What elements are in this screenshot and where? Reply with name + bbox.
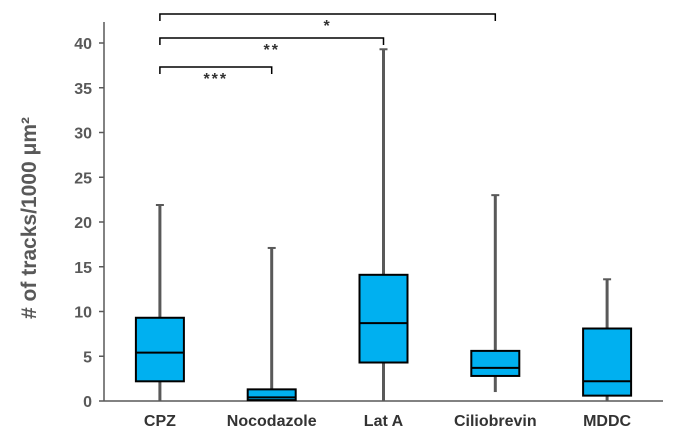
- y-tick-label: 35: [74, 81, 92, 98]
- category-labels: CPZ Nocodazole Lat A Ciliobrevin MDDC: [144, 413, 632, 430]
- iqr-box: [246, 388, 297, 402]
- significance-label: ***: [203, 71, 228, 88]
- category-label: MDDC: [583, 413, 631, 430]
- y-tick-label: 30: [74, 126, 92, 143]
- significance-bracket: **: [159, 37, 385, 59]
- y-tick-label: 10: [74, 305, 92, 322]
- boxes: [134, 48, 633, 402]
- iqr-box: [134, 316, 185, 383]
- category-label: Ciliobrevin: [454, 413, 537, 430]
- y-tick-label: 40: [74, 36, 92, 53]
- bracket-line: [159, 66, 273, 74]
- box-ciliobrevin: [470, 194, 521, 393]
- y-tick-label: 5: [83, 349, 92, 366]
- iqr-box: [582, 327, 633, 397]
- y-axis-title: # of tracks/1000 μm²: [18, 117, 41, 319]
- bracket-line: [159, 13, 497, 21]
- category-label: Nocodazole: [227, 413, 317, 430]
- category-label: CPZ: [144, 413, 176, 430]
- y-tick-label: 25: [74, 170, 92, 187]
- category-label: Lat A: [364, 413, 404, 430]
- y-tick-label: 15: [74, 260, 92, 277]
- significance-bracket: *: [159, 13, 497, 35]
- y-tick-label: 0: [83, 394, 92, 411]
- significance-label: **: [263, 42, 279, 59]
- significance-brackets: ******: [159, 13, 497, 88]
- box-mddc: [582, 278, 633, 401]
- box-cpz: [134, 203, 185, 401]
- significance-bracket: ***: [159, 66, 273, 88]
- box-lat-a: [358, 48, 409, 401]
- box-nocodazole: [246, 246, 297, 402]
- bracket-line: [159, 37, 385, 45]
- iqr-box: [358, 273, 409, 364]
- y-ticks: 0 5 10 15 20 25 30 35 40: [74, 36, 104, 411]
- iqr-box: [470, 349, 521, 377]
- y-tick-label: 20: [74, 215, 92, 232]
- significance-label: *: [323, 18, 331, 35]
